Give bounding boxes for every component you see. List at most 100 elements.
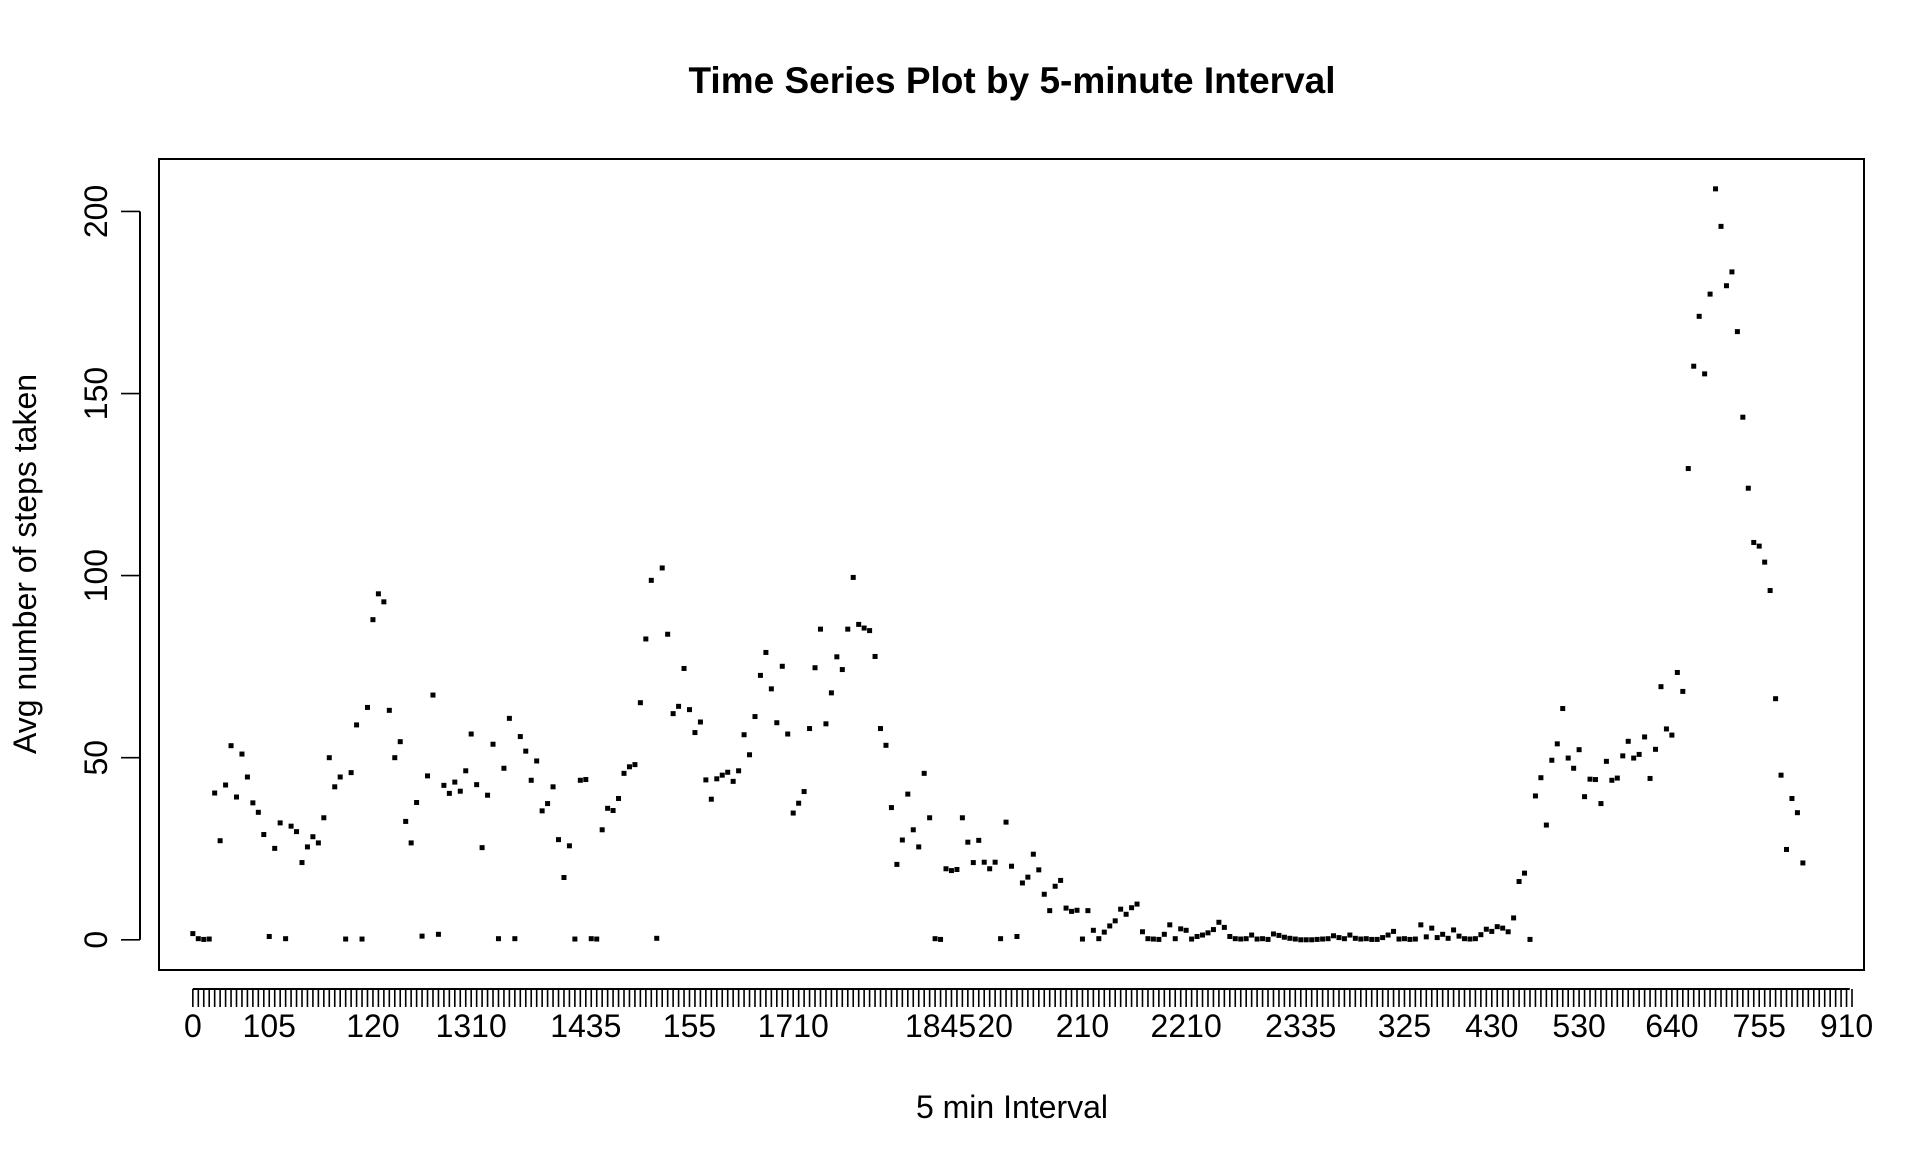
- data-point: [632, 762, 638, 768]
- data-point: [1232, 936, 1238, 942]
- data-point: [441, 782, 447, 788]
- data-point: [1030, 851, 1036, 857]
- data-point: [1210, 927, 1216, 933]
- data-point: [850, 574, 856, 580]
- x-tick-label: 1710: [758, 1008, 829, 1044]
- data-point: [397, 739, 403, 745]
- data-point: [1685, 466, 1691, 472]
- data-point: [845, 626, 851, 632]
- data-point: [1740, 414, 1746, 420]
- data-point: [719, 772, 725, 778]
- data-point: [1019, 880, 1025, 886]
- y-tick-label: 50: [78, 740, 114, 776]
- data-point: [1500, 925, 1506, 931]
- data-point: [1653, 746, 1659, 752]
- data-point: [501, 765, 507, 771]
- data-point: [1358, 936, 1364, 942]
- data-point: [359, 936, 365, 942]
- x-tick-label: 530: [1552, 1008, 1605, 1044]
- data-point: [1172, 936, 1178, 942]
- data-point: [676, 703, 682, 709]
- data-point: [976, 837, 982, 843]
- data-point: [1341, 936, 1347, 942]
- data-points: [190, 186, 1806, 943]
- data-point: [670, 711, 676, 717]
- data-point: [1227, 933, 1233, 939]
- data-point: [495, 936, 501, 942]
- data-point: [1139, 929, 1145, 935]
- data-point: [228, 743, 234, 749]
- data-point: [1167, 922, 1173, 928]
- data-point: [610, 807, 616, 813]
- data-point: [998, 936, 1004, 942]
- data-point: [1691, 363, 1697, 369]
- data-point: [1565, 755, 1571, 761]
- data-point: [446, 790, 452, 796]
- data-point: [1784, 846, 1789, 852]
- data-point: [905, 791, 911, 797]
- data-point: [1702, 371, 1708, 377]
- data-point: [1789, 795, 1795, 801]
- data-point: [757, 672, 763, 678]
- data-point: [1161, 931, 1167, 937]
- data-point: [261, 832, 267, 838]
- data-point: [195, 936, 201, 942]
- data-point: [1298, 937, 1304, 943]
- data-point: [545, 801, 551, 807]
- data-point: [364, 704, 370, 710]
- data-point: [1669, 732, 1675, 738]
- data-point: [1243, 936, 1249, 942]
- data-point: [1718, 223, 1724, 229]
- data-point: [201, 936, 207, 942]
- data-point: [1723, 283, 1729, 289]
- data-point: [425, 773, 431, 779]
- data-point: [1107, 923, 1113, 929]
- data-point: [1118, 906, 1124, 912]
- data-point: [1418, 922, 1424, 928]
- data-point: [468, 731, 474, 737]
- x-tick-label: 430: [1465, 1008, 1518, 1044]
- data-point: [354, 722, 360, 728]
- data-point: [1756, 543, 1762, 549]
- data-point: [1369, 936, 1375, 942]
- data-point: [616, 795, 622, 801]
- data-point: [523, 748, 529, 754]
- data-point: [981, 859, 987, 865]
- data-point: [801, 789, 807, 795]
- data-point: [1554, 741, 1560, 747]
- data-point: [823, 721, 829, 727]
- data-point: [1511, 915, 1517, 921]
- data-point: [872, 653, 878, 659]
- data-point: [1778, 772, 1784, 778]
- data-point: [588, 936, 594, 942]
- data-point: [1205, 930, 1211, 936]
- x-tick-label: 640: [1645, 1008, 1698, 1044]
- data-point: [1527, 936, 1533, 942]
- y-tick-label: 100: [78, 549, 114, 602]
- data-point: [1303, 937, 1309, 943]
- data-point: [741, 732, 747, 738]
- data-point: [266, 933, 272, 939]
- data-point: [1325, 936, 1331, 942]
- data-point: [299, 860, 305, 866]
- data-point: [747, 752, 753, 758]
- data-point: [1320, 936, 1326, 942]
- data-point: [277, 820, 283, 826]
- data-point: [485, 792, 491, 798]
- data-point: [1762, 559, 1768, 565]
- data-point: [1183, 927, 1189, 933]
- data-point: [1522, 870, 1528, 876]
- data-point: [839, 667, 845, 673]
- data-point: [1440, 931, 1446, 937]
- data-point: [1292, 936, 1298, 942]
- data-point: [332, 784, 338, 790]
- x-axis-label: 5 min Interval: [916, 1089, 1108, 1125]
- data-point: [1729, 269, 1735, 275]
- data-point: [474, 782, 480, 788]
- data-point: [637, 700, 643, 706]
- data-point: [1238, 936, 1244, 942]
- data-point: [1009, 863, 1014, 869]
- data-point: [708, 796, 714, 802]
- data-point: [321, 815, 327, 821]
- data-point: [654, 935, 660, 941]
